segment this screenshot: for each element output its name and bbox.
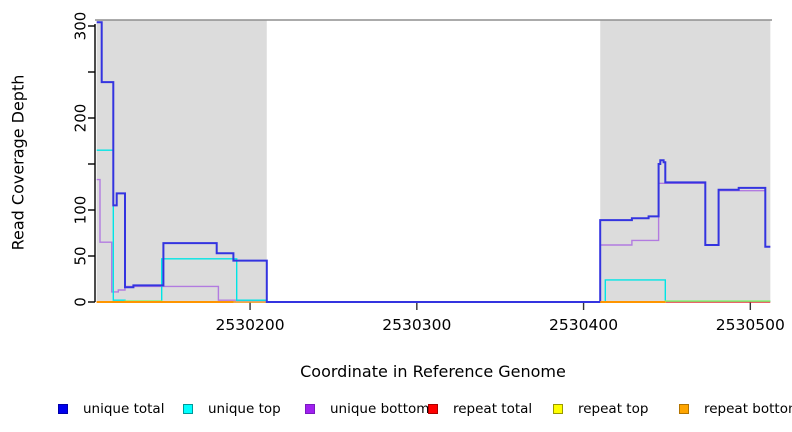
x-tick-label: 2530500: [716, 316, 785, 334]
x-tick-label: 2530400: [549, 316, 618, 334]
legend-item-unique-bottom: unique bottom: [305, 398, 429, 420]
right-repeat-region: [600, 20, 771, 302]
legend-swatch-icon: [553, 404, 563, 414]
legend-item-unique-top: unique top: [183, 398, 281, 420]
y-tick-label: 0: [72, 297, 90, 307]
legend-item-unique-total: unique total: [58, 398, 164, 420]
legend-swatch-icon: [305, 404, 315, 414]
y-tick-label: 200: [72, 104, 90, 133]
y-tick-label: 50: [72, 246, 90, 265]
series-unique-top: [96, 149, 771, 303]
series-unique-total: [96, 21, 771, 303]
legend-label: unique total: [83, 401, 165, 417]
legend-swatch-icon: [428, 404, 438, 414]
x-axis-title: Coordinate in Reference Genome: [300, 362, 566, 381]
x-tick-label: 2530300: [382, 316, 451, 334]
legend-swatch-icon: [183, 404, 193, 414]
legend-label: unique bottom: [330, 401, 430, 417]
y-tick-label: 100: [72, 196, 90, 225]
y-axis-title: Read Coverage Depth: [8, 74, 28, 251]
legend-swatch-icon: [679, 404, 689, 414]
legend-label: unique top: [208, 401, 281, 417]
legend-label: repeat total: [453, 401, 533, 417]
legend-item-repeat-total: repeat total: [428, 398, 532, 420]
legend-label: repeat top: [578, 401, 649, 417]
legend: unique total unique top unique bottom repea…: [0, 398, 792, 424]
x-tick-label: 2530200: [216, 316, 285, 334]
legend-item-repeat-top: repeat top: [553, 398, 648, 420]
legend-swatch-icon: [58, 404, 68, 414]
legend-item-repeat-bottom: repeat bottom: [679, 398, 792, 420]
legend-label: repeat bottom: [704, 401, 792, 417]
y-tick-label: 300: [72, 12, 90, 41]
